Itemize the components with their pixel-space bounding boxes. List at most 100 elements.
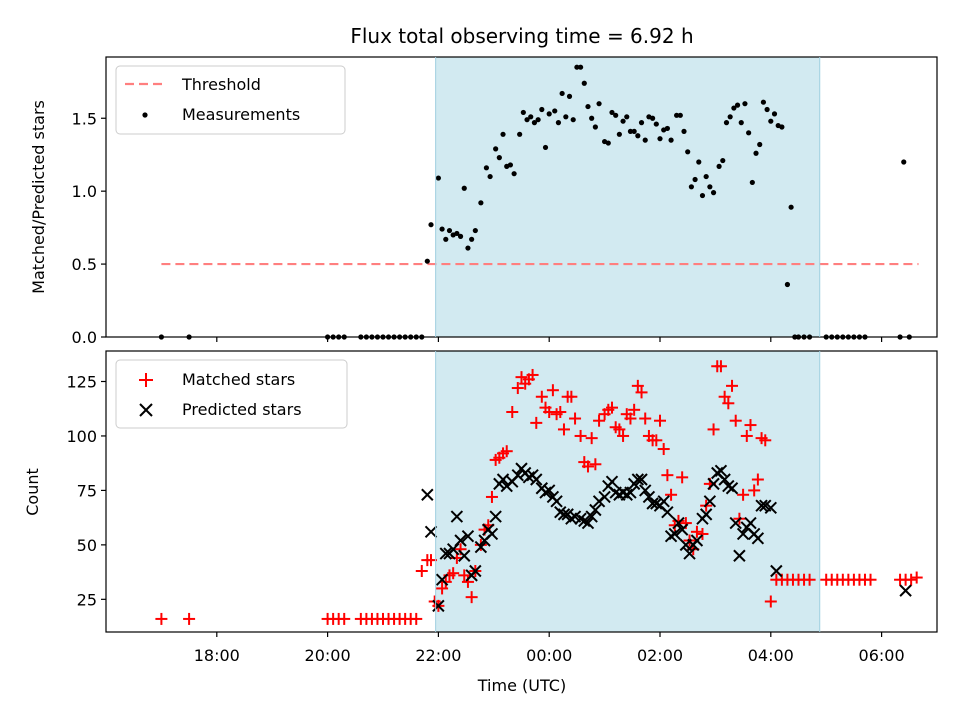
matched-star-point xyxy=(535,390,548,403)
measurement-point xyxy=(703,173,709,180)
predicted-star-point xyxy=(605,475,619,488)
matched-star-point xyxy=(439,575,452,588)
matched-star-point xyxy=(458,569,471,582)
predicted-star-point xyxy=(657,495,670,508)
measurement-point xyxy=(577,64,584,70)
matched-star-point xyxy=(737,488,750,501)
predicted-star-point xyxy=(707,477,720,491)
matched-star-point xyxy=(751,473,764,486)
predicted-star-point xyxy=(565,512,578,525)
measurement-point xyxy=(517,131,523,137)
matched-star-point xyxy=(654,414,666,427)
matched-star-point xyxy=(554,405,567,418)
measurement-points xyxy=(158,64,912,340)
ratio-y-ticks: 0.0 0.5 1.0 1.5 xyxy=(72,109,106,347)
y-tick-label: 100 xyxy=(66,427,97,446)
predicted-star-point xyxy=(699,508,713,521)
x-axis-label: Time (UTC) xyxy=(477,676,566,695)
matched-star-point xyxy=(546,384,559,397)
matched-star-point xyxy=(631,379,644,392)
matched-star-point xyxy=(707,423,720,436)
matched-star-point xyxy=(565,390,578,403)
matched-star-point xyxy=(676,471,689,484)
measurement-point xyxy=(768,118,774,124)
predicted-star-point xyxy=(522,471,536,484)
predicted-star-point xyxy=(639,484,652,497)
measurement-point xyxy=(424,258,430,264)
matched-star-point xyxy=(714,360,727,373)
ratio-y-axis-label: Matched/Predicted stars xyxy=(29,100,48,294)
measurement-point xyxy=(760,99,767,105)
count-panel: 25 50 75 100 125 18:00 20:00 22:00 00:00 02:00 04… xyxy=(23,350,938,695)
measurement-point xyxy=(764,106,770,113)
measurement-point xyxy=(742,101,748,107)
measurement-point xyxy=(627,128,634,134)
measurement-point xyxy=(428,222,434,228)
x-tick-label: 00:00 xyxy=(526,646,572,665)
matched-star-point xyxy=(506,405,519,418)
matched-star-point xyxy=(729,414,742,427)
y-tick-label: 0.0 xyxy=(72,328,97,347)
measurement-point xyxy=(616,131,622,137)
matched-star-point xyxy=(574,429,587,442)
count-x-ticks: 18:00 20:00 22:00 00:00 02:00 04:00 06:00 xyxy=(194,632,905,665)
ratio-panel-frame xyxy=(105,56,938,338)
measurement-point xyxy=(771,111,778,117)
x-tick-label: 20:00 xyxy=(305,646,351,665)
measurement-point xyxy=(710,190,717,196)
measurement-point xyxy=(685,149,691,155)
predicted-star-point xyxy=(469,564,482,578)
measurement-point xyxy=(642,137,648,143)
measurement-point xyxy=(457,233,464,239)
measurement-point xyxy=(784,281,791,288)
matched-star-point xyxy=(410,612,423,625)
matched-star-point xyxy=(690,525,703,538)
x-tick-label: 22:00 xyxy=(415,646,461,665)
measurement-point xyxy=(581,80,587,86)
measurement-point xyxy=(574,64,580,70)
x-tick-label: 18:00 xyxy=(194,646,240,665)
matched-star-point xyxy=(624,412,637,425)
matched-star-point xyxy=(744,419,757,432)
measurement-point xyxy=(727,114,733,120)
observing-window-shade xyxy=(435,57,820,337)
predicted-star-point xyxy=(668,527,681,541)
measurement-point xyxy=(528,114,534,120)
predicted-star-point xyxy=(557,508,571,521)
matched-star-point xyxy=(650,434,663,447)
matched-star-point xyxy=(764,595,777,608)
measurement-point xyxy=(483,165,490,171)
predicted-star-point xyxy=(646,497,659,510)
measurement-point xyxy=(677,112,683,118)
measurement-point xyxy=(478,200,484,206)
count-y-ticks: 25 50 75 100 125 xyxy=(66,372,106,609)
measurement-point xyxy=(592,124,598,130)
matched-star-point xyxy=(569,412,582,425)
matched-star-point xyxy=(726,379,739,392)
measurement-point xyxy=(439,226,445,232)
predicted-star-point xyxy=(554,505,567,519)
predicted-star-point xyxy=(624,486,637,499)
measurement-point xyxy=(531,120,538,126)
measurement-point xyxy=(454,230,460,237)
measurement-point xyxy=(720,157,726,164)
matched-star-point xyxy=(155,612,168,625)
predicted-star-point xyxy=(729,516,742,530)
predicted-star-point xyxy=(650,497,663,510)
measurement-point xyxy=(496,155,502,161)
predicted-star-point xyxy=(530,473,543,486)
predicted-star-point xyxy=(474,540,488,554)
matched-star-point xyxy=(515,371,528,384)
matched-star-point xyxy=(803,573,816,586)
matched-star-point xyxy=(864,573,877,586)
matched-star-point xyxy=(613,423,626,436)
measurement-point xyxy=(638,120,645,126)
measurement-point xyxy=(446,227,453,234)
matched-star-point xyxy=(500,445,513,458)
measurement-point xyxy=(542,144,549,151)
matched-star-point xyxy=(740,429,753,442)
matched-star-point xyxy=(696,527,709,540)
measurement-point xyxy=(688,184,694,190)
legend-threshold-label: Threshold xyxy=(181,75,261,94)
matched-star-point xyxy=(722,397,735,410)
